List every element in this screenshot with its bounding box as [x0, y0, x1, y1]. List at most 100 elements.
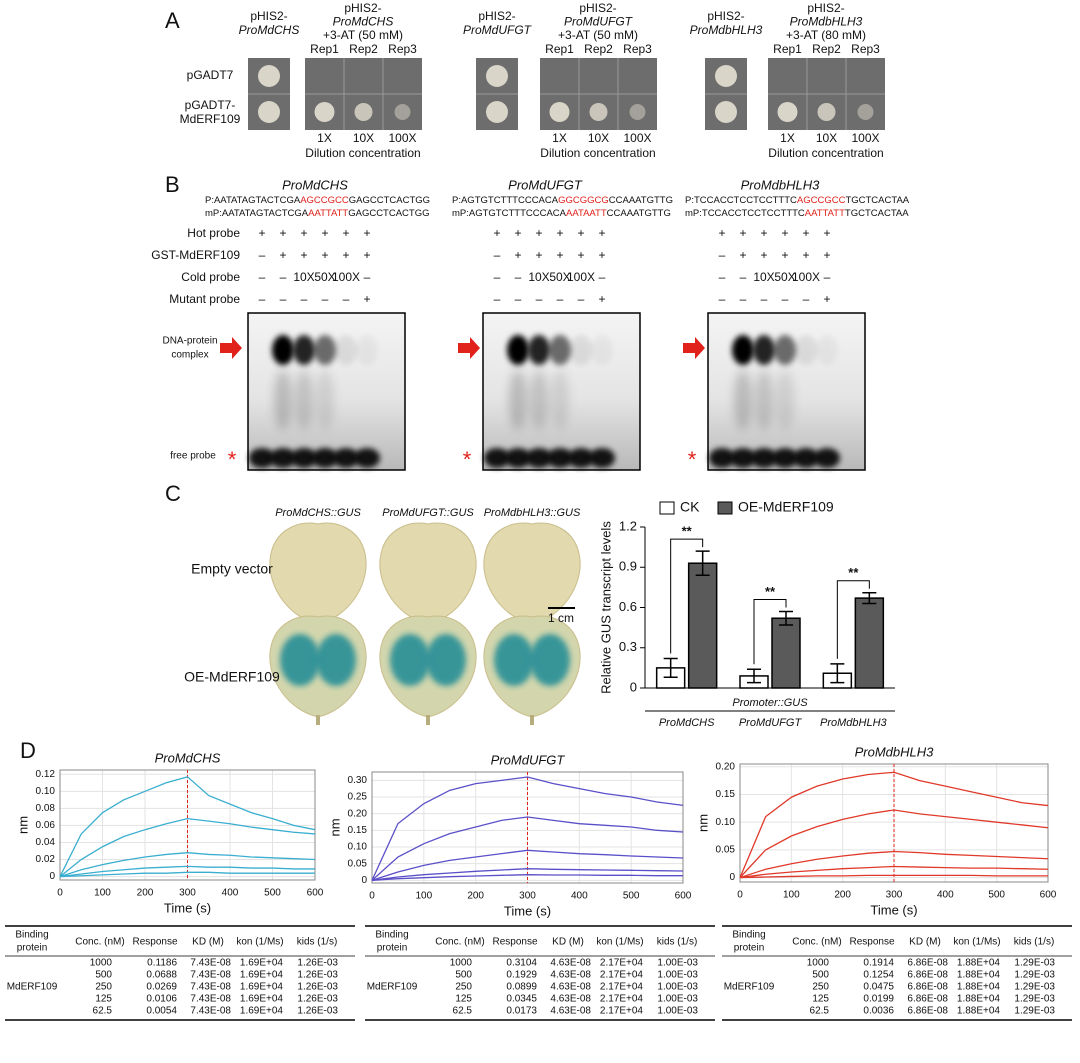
lane-mark: –: [515, 270, 522, 284]
bar: [771, 617, 801, 689]
table-header: KD (M): [909, 937, 941, 948]
table-cell: 7.43E-08: [190, 982, 231, 993]
dilution: 100X: [623, 131, 651, 145]
x-tick-label: 300: [179, 888, 196, 899]
lane-mark: +: [342, 248, 349, 262]
error-bar: [779, 610, 793, 626]
table-header: Binding: [375, 930, 408, 941]
rep-label: Rep3: [851, 42, 880, 56]
lane-mark: 100X: [567, 270, 595, 284]
sensorgram: [59, 871, 315, 878]
error-bar: [663, 657, 678, 679]
arrow: [220, 337, 242, 359]
star: *: [688, 447, 697, 472]
control-title: ProMdCHS: [239, 23, 300, 37]
y-axis-label: nm: [15, 816, 30, 834]
plot-title: ProMdUFGT: [491, 752, 566, 767]
table-cell: 4.63E-08: [550, 994, 591, 1005]
x-tick-label: 200: [467, 891, 484, 902]
lane-mark: –: [719, 248, 726, 262]
sequence-part: GGCGGCG: [558, 195, 609, 206]
lane-mark: 100X: [332, 270, 360, 284]
lane-mark: +: [300, 248, 307, 262]
lane-mark: 10X: [753, 270, 774, 284]
lane-mark: –: [719, 270, 726, 284]
dilution: 10X: [588, 131, 609, 145]
lane-mark: –: [515, 292, 522, 306]
table-header: Binding: [732, 930, 765, 941]
lane-mark: +: [363, 226, 370, 240]
sensorgram: [739, 874, 1048, 879]
smear: [316, 370, 334, 430]
smear: [776, 370, 794, 430]
table-cell: 6.86E-08: [907, 982, 948, 993]
lane-mark: –: [364, 270, 371, 284]
sensorgram: [59, 852, 316, 878]
yeast-spot: [486, 101, 508, 123]
error-bar: [830, 663, 845, 684]
lane-mark: +: [493, 226, 500, 240]
row-label: Cold probe: [181, 270, 240, 284]
significance-bracket: [836, 580, 870, 659]
lane-mark: –: [494, 292, 501, 306]
sequence-part: GAGCCTCACTGG: [348, 208, 429, 219]
smear: [551, 370, 569, 430]
table-cell: 0.0475: [863, 982, 894, 993]
control-title: pHIS2-: [478, 9, 515, 23]
yeast-spot: [629, 104, 646, 120]
table-header: protein: [734, 943, 765, 954]
lane-mark: +: [258, 226, 265, 240]
x-tick-label: ProMdUFGT: [739, 717, 803, 729]
lane-mark: +: [823, 292, 830, 306]
complex-label: complex: [171, 350, 208, 361]
y-tick-label: 0.9: [619, 559, 637, 574]
dilution: 1X: [317, 131, 332, 145]
table-cell: 250: [95, 982, 112, 993]
table-cell: 7.43E-08: [190, 994, 231, 1005]
treatment-title: pHIS2-: [344, 1, 381, 15]
dilution: 1X: [780, 131, 795, 145]
table-cell: 1.26E-03: [297, 982, 338, 993]
significance: **: [682, 524, 693, 539]
yeast-spot: [715, 101, 737, 123]
x-tick-label: 100: [415, 891, 432, 902]
row-label: MdERF109: [180, 112, 241, 126]
table-header: kon (1/Ms): [596, 937, 643, 948]
x-tick-label: 100: [94, 888, 111, 899]
legend-swatch: [717, 501, 733, 515]
lane-mark: +: [577, 248, 584, 262]
y-tick-label: 0.15: [348, 825, 368, 836]
table-cell: 0.0899: [506, 982, 537, 993]
lane-mark: +: [321, 226, 328, 240]
probe-title: ProMdUFGT: [508, 177, 583, 192]
row-label: GST-MdERF109: [151, 248, 240, 262]
table-cell: 6.86E-08: [907, 958, 948, 969]
dilution-label: Dilution concentration: [540, 146, 655, 160]
smear: [530, 370, 548, 430]
sensorgram: [371, 868, 684, 881]
table-cell: 1.26E-03: [297, 994, 338, 1005]
sequence-part: AATTATT: [805, 208, 845, 219]
table-header: KD (M): [192, 937, 224, 948]
table-cell: 1.69E+04: [240, 982, 284, 993]
table-cell: 6.86E-08: [907, 1006, 948, 1017]
table-cell: 4.63E-08: [550, 982, 591, 993]
lane-mark: –: [280, 292, 287, 306]
panel-letter: D: [20, 738, 36, 763]
significance: **: [765, 584, 776, 599]
table-cell: 1.26E-03: [297, 1006, 338, 1017]
table-cell: 2.17E+04: [600, 970, 644, 981]
y-axis-label: nm: [327, 818, 342, 836]
lane-mark: +: [556, 226, 563, 240]
sensorgram: [371, 776, 684, 881]
yeast-spot: [486, 65, 508, 87]
probe-title: ProMdCHS: [282, 177, 348, 192]
free-probe-band: [772, 448, 798, 468]
lane-mark: +: [739, 226, 746, 240]
plot-title: ProMdbHLH3: [855, 744, 935, 759]
row-label: Hot probe: [187, 226, 240, 240]
sequence-part: TGCTCACTAA: [845, 195, 909, 206]
x-tick-label: 500: [623, 891, 640, 902]
x-axis-label: Time (s): [504, 903, 551, 918]
table-cell: 0.3104: [506, 958, 537, 969]
